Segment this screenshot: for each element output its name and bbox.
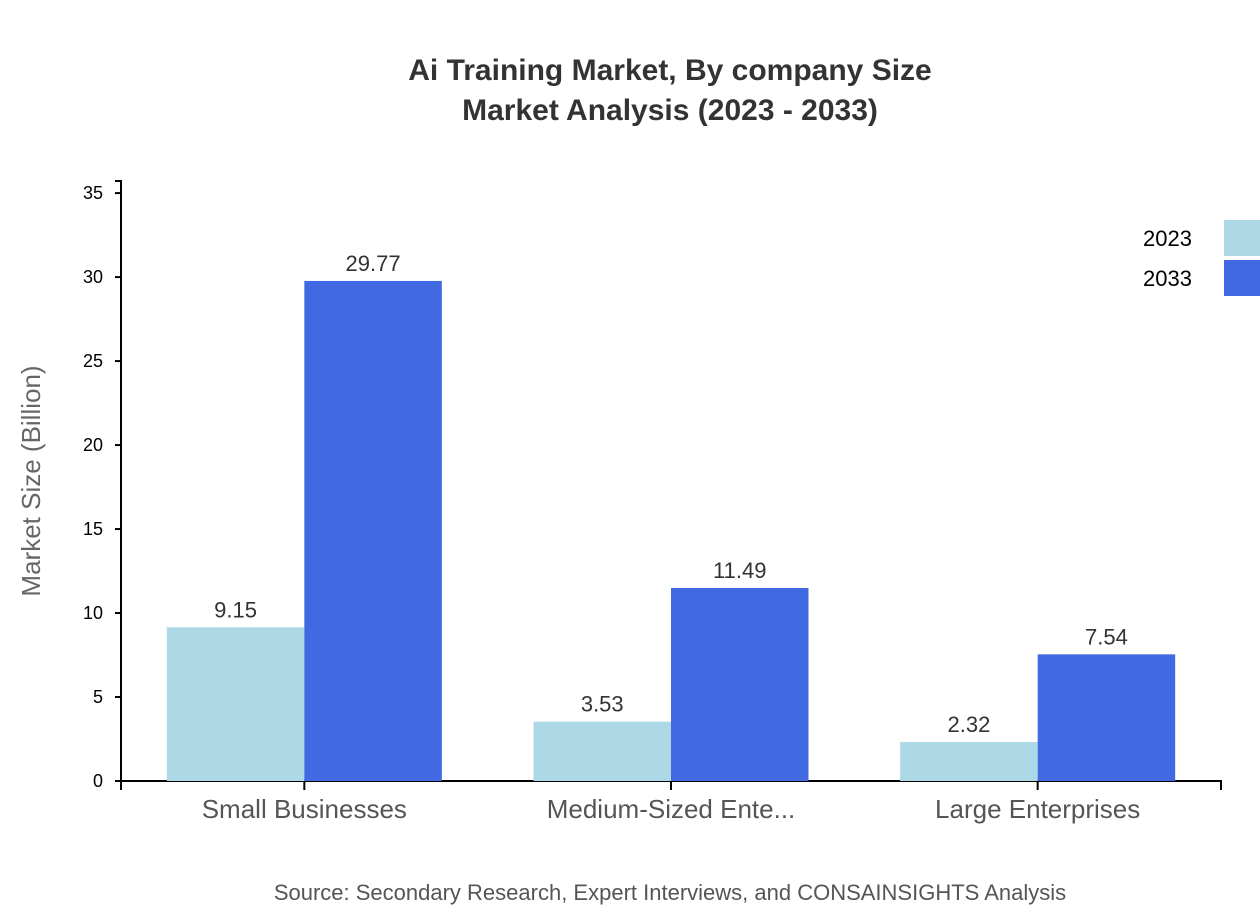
data-label: 9.15 [214, 597, 257, 622]
bar-2033-1 [671, 587, 809, 781]
y-tick-label: 20 [83, 435, 103, 455]
bar-2033-2 [1037, 654, 1176, 781]
bars: 9.15 29.77 3.53 11.49 2.32 7.54 [166, 251, 1176, 781]
legend-swatch-2033 [1224, 260, 1260, 296]
y-tick-label: 25 [83, 351, 103, 371]
x-tick-label: Small Businesses [202, 794, 407, 824]
y-axis: 0 5 10 15 20 25 30 35 [83, 180, 122, 791]
data-label: 29.77 [346, 251, 401, 276]
legend-swatch-2023 [1224, 220, 1260, 256]
y-axis-label: Market Size (Billion) [16, 365, 46, 596]
data-label: 7.54 [1085, 624, 1128, 649]
chart-subtitle: Market Analysis (2023 - 2033) [462, 94, 878, 127]
x-tick-label: Large Enterprises [935, 794, 1140, 824]
data-label: 11.49 [713, 558, 766, 583]
source-note: Source: Secondary Research, Expert Inter… [274, 880, 1066, 905]
y-tick-label: 5 [93, 687, 103, 707]
legend: 2023 2033 [1143, 220, 1260, 296]
x-tick-label: Medium-Sized Ente... [547, 794, 796, 824]
bar-2033-0 [304, 280, 442, 781]
x-axis: Small Businesses Medium-Sized Ente... Larg… [120, 780, 1222, 824]
data-label: 2.32 [948, 712, 991, 737]
y-tick-label: 30 [83, 267, 103, 287]
chart-title: Ai Training Market, By company Size [408, 54, 931, 87]
data-label: 3.53 [581, 692, 624, 717]
y-tick-label: 10 [83, 603, 103, 623]
legend-label-2033: 2033 [1143, 266, 1192, 291]
y-tick-label: 35 [83, 183, 103, 203]
y-tick-label: 15 [83, 519, 103, 539]
bar-2023-2 [900, 742, 1038, 781]
legend-label-2023: 2023 [1143, 226, 1192, 251]
y-tick-label: 0 [93, 771, 103, 791]
bar-2023-1 [533, 721, 671, 781]
y-axis-line [115, 180, 122, 782]
bar-2023-0 [166, 627, 305, 781]
